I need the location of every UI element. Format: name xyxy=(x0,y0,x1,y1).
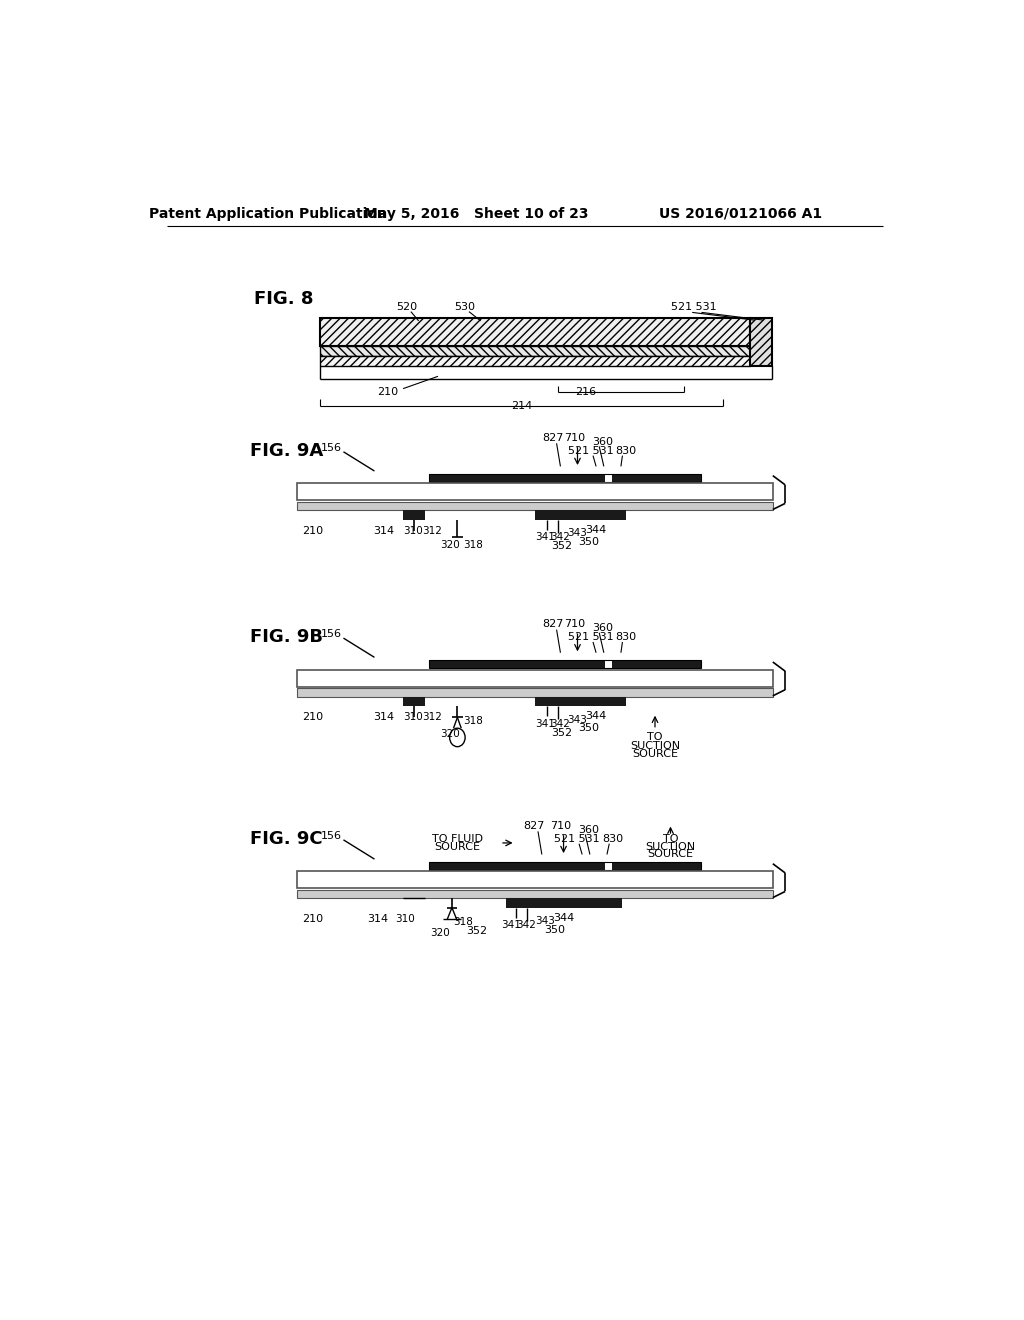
Text: 343: 343 xyxy=(535,916,555,927)
Bar xyxy=(429,474,700,482)
Bar xyxy=(297,871,773,888)
Text: SOURCE: SOURCE xyxy=(632,750,678,759)
Text: 342: 342 xyxy=(551,532,570,543)
Text: 210: 210 xyxy=(302,713,323,722)
Bar xyxy=(297,669,773,686)
Text: FIG. 9B: FIG. 9B xyxy=(251,628,324,647)
Text: 521 531: 521 531 xyxy=(568,446,613,455)
Text: 830: 830 xyxy=(615,446,636,455)
Text: 314: 314 xyxy=(367,915,388,924)
Bar xyxy=(429,862,700,870)
Bar xyxy=(429,474,605,482)
Text: 342: 342 xyxy=(516,920,537,931)
Text: 830: 830 xyxy=(602,834,623,843)
Text: 320: 320 xyxy=(439,540,460,550)
Bar xyxy=(321,356,751,366)
Text: 350: 350 xyxy=(579,537,600,546)
Text: 360: 360 xyxy=(592,623,612,634)
Text: FIG. 9C: FIG. 9C xyxy=(251,830,324,847)
Text: 521 531: 521 531 xyxy=(568,632,613,643)
Text: 210: 210 xyxy=(302,915,323,924)
Text: SUCTION: SUCTION xyxy=(630,741,680,751)
Text: 318: 318 xyxy=(463,715,482,726)
Text: 216: 216 xyxy=(574,387,596,397)
Text: 344: 344 xyxy=(553,912,574,923)
Text: 342: 342 xyxy=(551,718,570,729)
Text: 314: 314 xyxy=(373,713,394,722)
Bar xyxy=(321,318,751,346)
Text: 827: 827 xyxy=(542,433,563,444)
Text: 360: 360 xyxy=(592,437,612,446)
Bar xyxy=(297,890,773,899)
Text: 320: 320 xyxy=(430,928,451,939)
Bar xyxy=(429,660,605,668)
Text: 318: 318 xyxy=(453,917,473,927)
Text: 827: 827 xyxy=(523,821,545,832)
Bar xyxy=(611,862,700,870)
Ellipse shape xyxy=(450,729,465,747)
Bar xyxy=(751,318,772,366)
Text: May 5, 2016   Sheet 10 of 23: May 5, 2016 Sheet 10 of 23 xyxy=(365,207,589,220)
Text: 521 531: 521 531 xyxy=(554,834,599,843)
Text: 830: 830 xyxy=(615,632,636,643)
Text: 710: 710 xyxy=(550,821,571,832)
Text: 352: 352 xyxy=(552,727,572,738)
Text: 341: 341 xyxy=(535,718,555,729)
Text: 156: 156 xyxy=(321,832,342,841)
Text: 350: 350 xyxy=(579,723,600,733)
Bar xyxy=(611,474,700,482)
Text: 310: 310 xyxy=(395,915,416,924)
Bar xyxy=(506,899,623,908)
Text: 310: 310 xyxy=(403,527,423,536)
Text: 318: 318 xyxy=(463,540,482,550)
Text: 352: 352 xyxy=(466,927,487,936)
Text: 344: 344 xyxy=(586,711,607,721)
Bar xyxy=(297,483,773,500)
Text: 360: 360 xyxy=(578,825,599,834)
Text: 827: 827 xyxy=(542,619,563,630)
Text: FIG. 8: FIG. 8 xyxy=(254,290,313,309)
Bar xyxy=(297,502,773,511)
Text: SOURCE: SOURCE xyxy=(434,842,480,851)
Text: TO FLUID: TO FLUID xyxy=(432,834,483,843)
Bar xyxy=(321,346,751,356)
Text: 710: 710 xyxy=(564,433,585,444)
Text: 210: 210 xyxy=(377,387,398,397)
Text: 343: 343 xyxy=(567,528,588,539)
Text: 350: 350 xyxy=(544,925,565,935)
Bar xyxy=(535,511,627,520)
Text: TO: TO xyxy=(647,733,663,742)
Text: 312: 312 xyxy=(422,527,441,536)
Text: SOURCE: SOURCE xyxy=(647,850,693,859)
Text: 341: 341 xyxy=(535,532,555,543)
Text: 352: 352 xyxy=(552,541,572,552)
Bar xyxy=(297,688,773,697)
Bar xyxy=(403,511,425,520)
Text: 343: 343 xyxy=(567,714,588,725)
Text: 314: 314 xyxy=(373,527,394,536)
Text: 156: 156 xyxy=(321,630,342,639)
Text: 210: 210 xyxy=(302,527,323,536)
Text: 521 531: 521 531 xyxy=(671,302,717,312)
Bar xyxy=(429,660,700,668)
Text: 341: 341 xyxy=(501,920,521,931)
Bar xyxy=(429,862,605,870)
Text: 312: 312 xyxy=(422,713,441,722)
Text: 310: 310 xyxy=(403,713,423,722)
Bar xyxy=(611,660,700,668)
Text: 520: 520 xyxy=(396,302,418,312)
Bar xyxy=(403,697,425,706)
Text: 710: 710 xyxy=(564,619,585,630)
Text: FIG. 9A: FIG. 9A xyxy=(251,442,324,459)
Bar xyxy=(535,697,627,706)
Text: 530: 530 xyxy=(455,302,475,312)
Text: TO: TO xyxy=(663,834,678,843)
Text: Patent Application Publication: Patent Application Publication xyxy=(148,207,386,220)
Text: 214: 214 xyxy=(511,400,532,411)
Text: 156: 156 xyxy=(321,444,342,453)
Text: US 2016/0121066 A1: US 2016/0121066 A1 xyxy=(658,207,822,220)
Text: 344: 344 xyxy=(586,524,607,535)
Text: SUCTION: SUCTION xyxy=(645,842,695,851)
Text: 320: 320 xyxy=(439,730,460,739)
